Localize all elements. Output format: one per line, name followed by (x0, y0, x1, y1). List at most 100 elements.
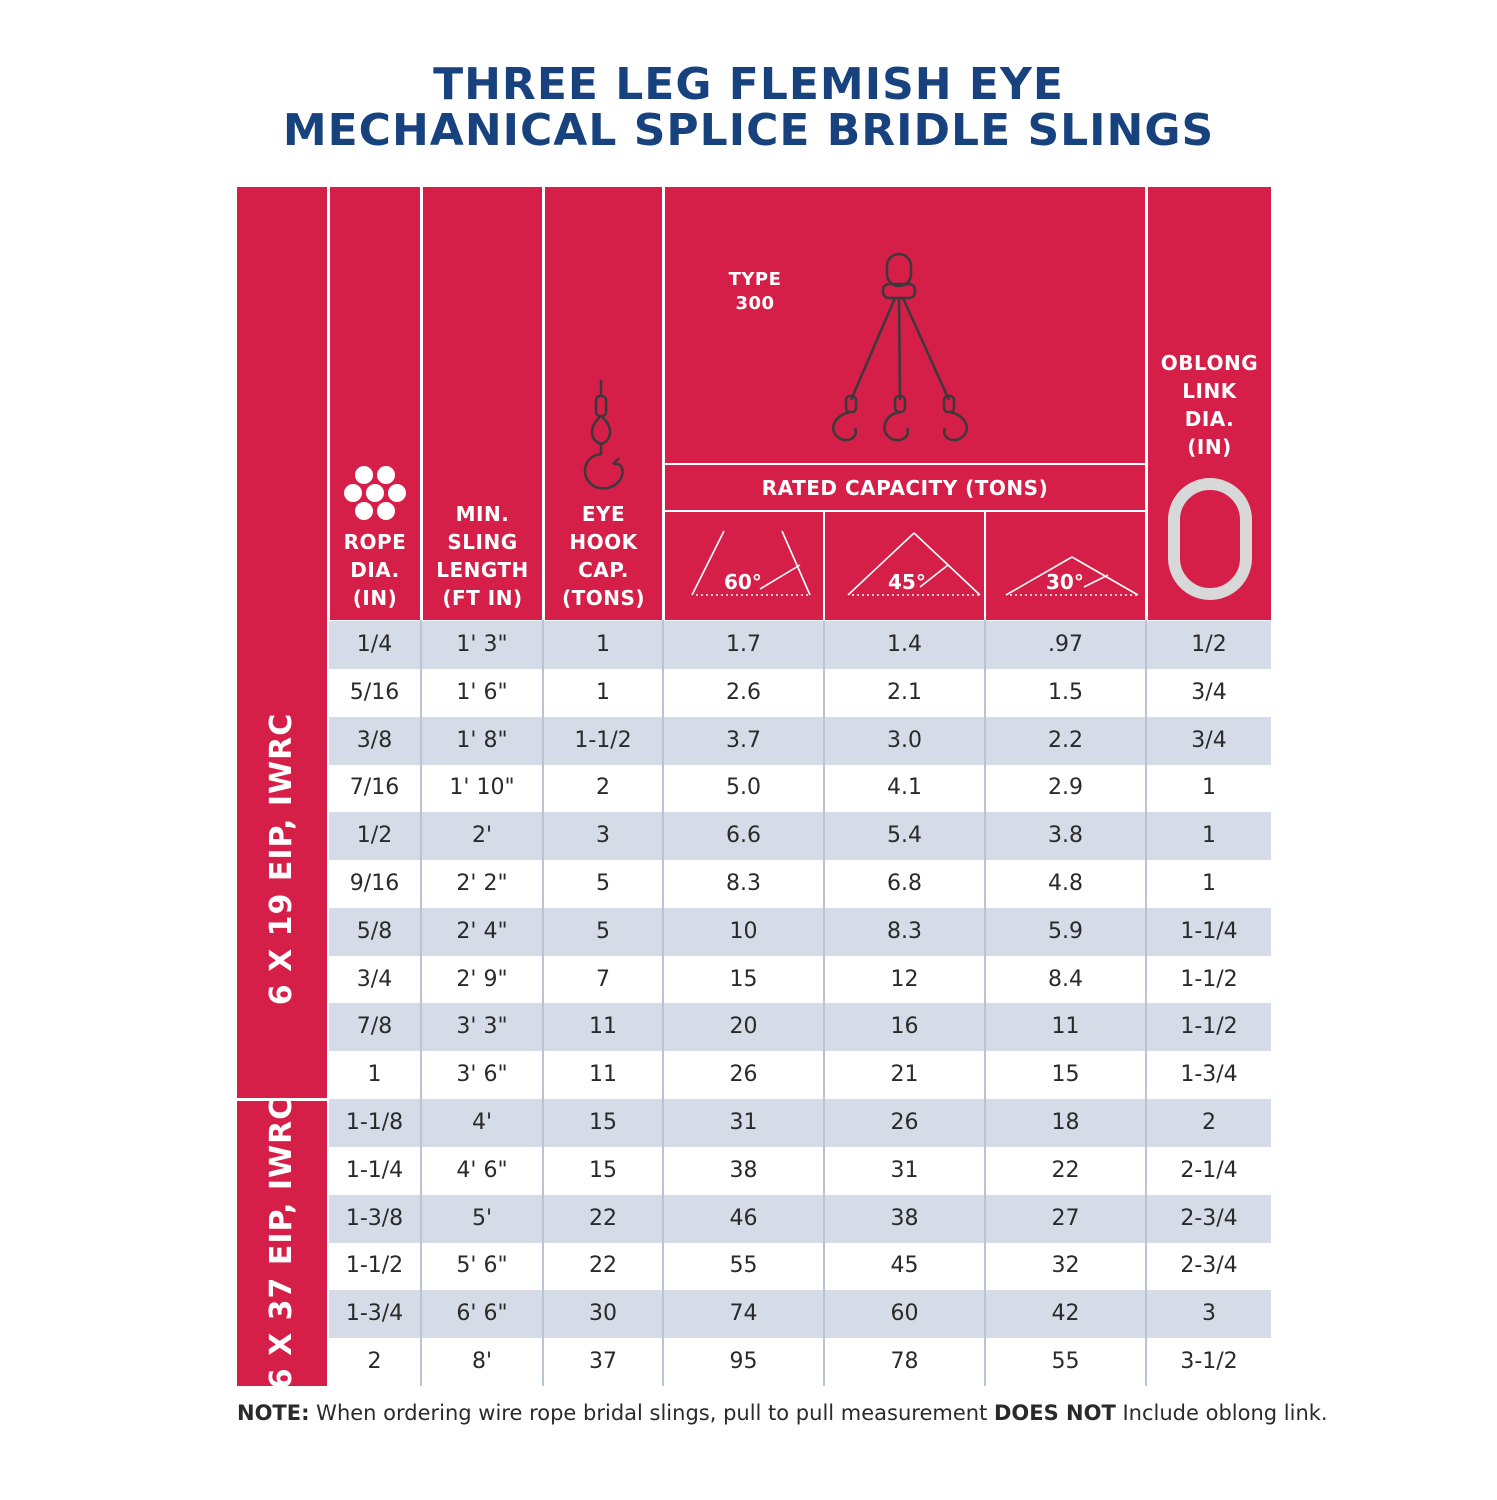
table-row: 1-3/8 5' 22 46 38 27 2-3/4 (329, 1194, 1271, 1243)
table-row: 7/16 1' 10" 2 5.0 4.1 2.9 1 (329, 764, 1271, 812)
table-cell: 1-1/8 (345, 1110, 404, 1135)
table-cell: 2' 4" (456, 918, 508, 944)
table-cell: 9/16 (349, 871, 400, 896)
table-row: 1-3/4 6' 6" 30 74 60 42 3 (329, 1290, 1271, 1339)
table-cell: 5 (596, 871, 610, 896)
table-cell: 3' 6" (456, 1062, 508, 1088)
table-cell: 5 (596, 918, 610, 944)
group-cell-6x37 (237, 1101, 327, 1386)
header-eye-hook-cap: EYE HOOK CAP. (TONS) (561, 502, 646, 610)
table-row: 9/16 2' 2" 5 8.3 6.8 4.8 1 (329, 860, 1271, 908)
group-label-6x37: 6 X 37 EIP, IWRC (264, 1096, 299, 1390)
table-cell: 7/8 (356, 1014, 393, 1040)
table-cell: 3 (1202, 1301, 1216, 1327)
table-cell: 95 (729, 1349, 758, 1374)
table-cell: 42 (1051, 1301, 1080, 1327)
table-row: 5/16 1' 6" 1 2.6 2.1 1.5 3/4 (329, 669, 1271, 717)
table-row: 1-1/2 5' 6" 22 55 45 32 2-3/4 (329, 1242, 1271, 1290)
table-cell: 1 (596, 679, 610, 705)
table-cell: 1 (367, 1062, 382, 1088)
angle-45-icon: 45° (847, 532, 981, 596)
table-cell: 5.4 (887, 823, 922, 849)
table-cell: 26 (890, 1110, 919, 1135)
svg-text:45°: 45° (888, 570, 926, 594)
table-cell: 3' 3" (456, 1014, 508, 1040)
table-cell: 11 (589, 1062, 617, 1088)
table-cell: 32 (1051, 1253, 1080, 1279)
table-cell: 1-1/2 (1180, 966, 1238, 992)
table-cell: 3.8 (1048, 823, 1083, 849)
table-row: 3/4 2' 9" 7 15 12 8.4 1-1/2 (329, 956, 1271, 1004)
table-cell: 11 (589, 1014, 617, 1040)
table-cell: 6.8 (887, 871, 922, 896)
table-row: 7/8 3' 3" 11 20 16 11 1-1/2 (329, 1003, 1271, 1052)
header-oblong-link-dia: OBLONG LINK DIA. (IN) (1160, 351, 1259, 459)
table-cell: 8.3 (726, 871, 761, 896)
table-cell: 1.4 (887, 632, 922, 657)
note-emphasis: DOES NOT (993, 1401, 1116, 1425)
table-cell: 22 (1051, 1157, 1080, 1183)
table-cell: 1 (1202, 775, 1216, 801)
table-cell: 2-3/4 (1180, 1205, 1238, 1231)
table-cell: 11 (1051, 1014, 1080, 1040)
table-cell: 2.6 (726, 679, 761, 705)
table-cell: 1' 10" (449, 775, 515, 801)
table-cell: 1' 3" (456, 632, 508, 657)
table-cell: 8.4 (1048, 966, 1083, 992)
table-cell: .97 (1048, 632, 1083, 657)
table-cell: 55 (729, 1253, 758, 1279)
table-row: 5/8 2' 4" 5 10 8.3 5.9 1-1/4 (329, 907, 1271, 956)
table-row: 3/8 1' 8" 1-1/2 3.7 3.0 2.2 3/4 (329, 716, 1271, 765)
table-cell: 38 (729, 1157, 758, 1183)
table-cell: 1-3/4 (1180, 1062, 1238, 1088)
table-cell: 3/4 (356, 966, 393, 992)
table-cell: 26 (729, 1062, 758, 1088)
table-cell: 7 (596, 966, 610, 992)
note-lead: NOTE: (237, 1401, 310, 1425)
table-cell: 8' (471, 1349, 493, 1374)
table-cell: 2 (596, 775, 610, 801)
table-row: 1/4 1' 3" 1 1.7 1.4 .97 1/2 (329, 621, 1271, 669)
table-cell: 15 (589, 1157, 617, 1183)
table-cell: 7/16 (349, 775, 400, 801)
table-row: 1/2 2' 3 6.6 5.4 3.8 1 (329, 812, 1271, 861)
note-text-2: Include oblong link. (1115, 1401, 1328, 1425)
table-cell: 78 (890, 1349, 919, 1374)
table-cell: 38 (890, 1205, 919, 1231)
header-rated-capacity: RATED CAPACITY (TONS) (761, 476, 1049, 500)
table-cell: 2' (471, 823, 493, 849)
table-cell: 5.9 (1048, 918, 1083, 944)
header-rope-dia: ROPE DIA. (IN) (343, 530, 407, 610)
table-row: 2 8' 37 95 78 55 3-1/2 (329, 1338, 1271, 1386)
note-text-1: When ordering wire rope bridal slings, p… (309, 1401, 994, 1425)
table-cell: 1.5 (1048, 679, 1083, 705)
table-cell: 2.9 (1048, 775, 1083, 801)
svg-text:60°: 60° (724, 570, 762, 594)
table-cell: 46 (729, 1205, 758, 1231)
table-cell: 3.7 (726, 727, 761, 753)
table-cell: 5/8 (356, 918, 393, 944)
table-cell: 2' 2" (456, 871, 508, 896)
table-cell: 1' 8" (456, 727, 508, 753)
table-cell: 3/4 (1191, 679, 1227, 705)
table-cell: 5.0 (726, 775, 761, 801)
table-row: 1-1/8 4' 15 31 26 18 2 (329, 1099, 1271, 1147)
table-cell: 45 (890, 1253, 919, 1279)
table-cell: 1/2 (1191, 632, 1227, 657)
table-cell: 74 (729, 1301, 758, 1327)
page-title-line-2: MECHANICAL SPLICE BRIDLE SLINGS (282, 105, 1215, 156)
table-row: 1-1/4 4' 6" 15 38 31 22 2-1/4 (329, 1147, 1271, 1195)
table-cell: 16 (890, 1014, 919, 1040)
angle-30-icon: 30° (1005, 556, 1140, 596)
table-cell: 15 (589, 1110, 617, 1135)
group-cell-6x19 (237, 620, 327, 1099)
table-cell: 15 (729, 966, 758, 992)
group-label-6x19: 6 X 19 EIP, IWRC (264, 712, 299, 1006)
table-cell: 1 (1202, 871, 1216, 896)
table-cell: 27 (1051, 1205, 1080, 1231)
table-cell: 10 (729, 918, 758, 944)
table-cell: 1 (1202, 823, 1216, 849)
table-cell: 8.3 (887, 918, 922, 944)
table-cell: 1 (596, 632, 610, 657)
table-cell: 60 (890, 1301, 919, 1327)
